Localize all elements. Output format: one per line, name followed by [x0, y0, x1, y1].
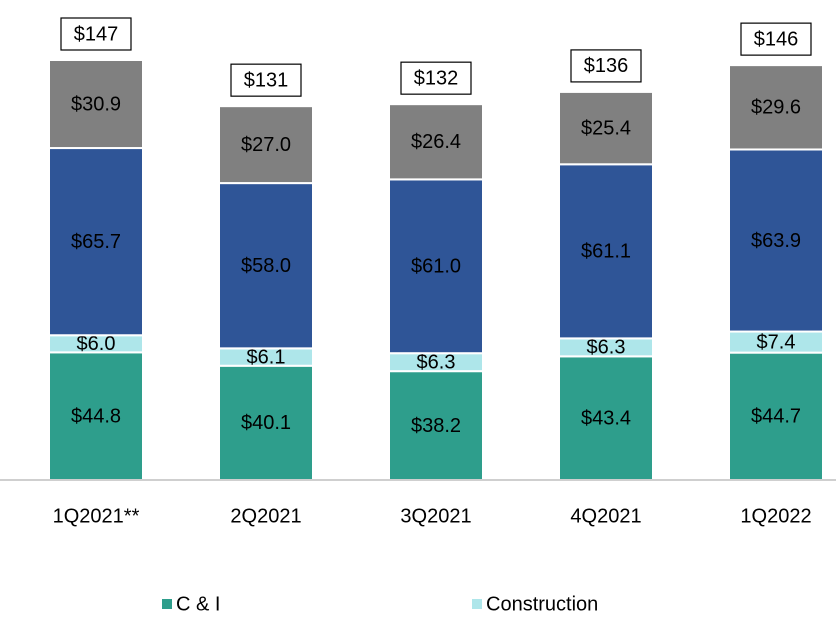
- x-tick-label: 4Q2021: [570, 505, 641, 527]
- total-box: [400, 61, 472, 95]
- total-label: $132: [414, 67, 459, 89]
- total-label: $131: [244, 69, 289, 91]
- x-tick-label: 2Q2021: [230, 505, 301, 527]
- total-label: $136: [584, 55, 629, 77]
- total-label: $146: [754, 28, 799, 50]
- total-box: [230, 63, 302, 97]
- value-label: $6.0: [77, 333, 116, 355]
- value-label: $26.4: [411, 131, 461, 153]
- value-label: $61.1: [581, 241, 631, 263]
- total-label: $147: [74, 23, 119, 45]
- bar-segment: [388, 103, 484, 181]
- total-box: [570, 49, 642, 83]
- bar-segment: [48, 351, 144, 481]
- bar-segment: [728, 148, 824, 333]
- value-label: $61.0: [411, 256, 461, 278]
- x-tick-label: 1Q2022: [740, 505, 811, 527]
- value-label: $6.3: [587, 337, 626, 359]
- value-label: $44.8: [71, 405, 121, 427]
- value-label: $27.0: [241, 134, 291, 156]
- bar-segment: [558, 163, 654, 340]
- bar-segment: [48, 59, 144, 150]
- legend-swatch: [162, 599, 172, 609]
- value-label: $40.1: [241, 412, 291, 434]
- value-label: $29.6: [751, 97, 801, 119]
- value-label: $7.4: [757, 331, 796, 353]
- value-label: $30.9: [71, 93, 121, 115]
- value-label: $38.2: [411, 415, 461, 437]
- total-box: [60, 17, 132, 51]
- bar-segment: [218, 105, 314, 185]
- bar-segment: [728, 351, 824, 481]
- bar-segment: [558, 90, 654, 166]
- value-label: $6.1: [247, 346, 286, 368]
- value-label: $44.7: [751, 406, 801, 428]
- bar-segment: [218, 182, 314, 350]
- legend-swatch: [472, 599, 482, 609]
- value-label: $25.4: [581, 117, 631, 139]
- legend-label: Construction: [486, 593, 598, 615]
- legend-label: C & I: [176, 593, 220, 615]
- bar-segment: [728, 64, 824, 151]
- value-label: $6.3: [417, 351, 456, 373]
- total-box: [740, 22, 812, 56]
- value-label: $43.4: [581, 407, 631, 429]
- x-tick-label: 3Q2021: [400, 505, 471, 527]
- bar-segment: [388, 178, 484, 355]
- value-label: $63.9: [751, 230, 801, 252]
- value-label: $65.7: [71, 231, 121, 253]
- value-label: $58.0: [241, 255, 291, 277]
- x-tick-label: 1Q2021**: [53, 505, 140, 527]
